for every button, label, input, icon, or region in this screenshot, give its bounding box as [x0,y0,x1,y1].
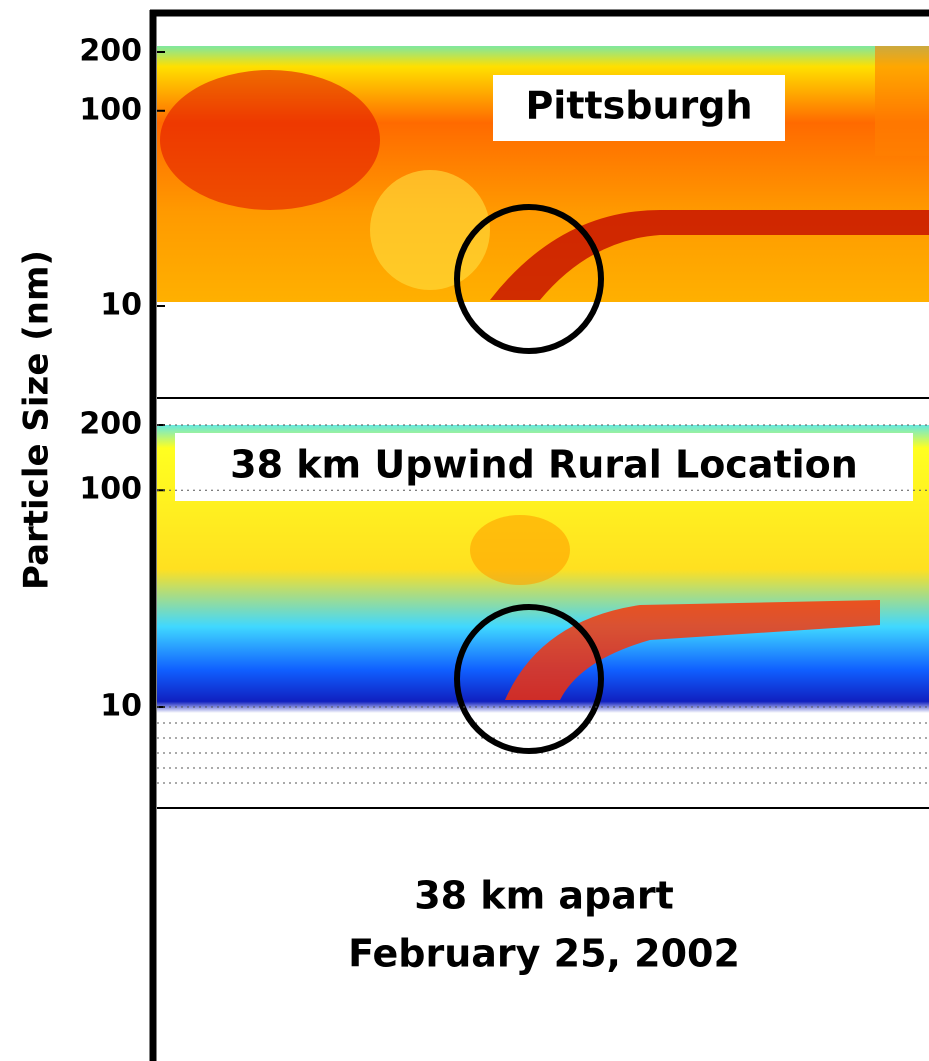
heatmap-blob [875,46,929,156]
grid [157,722,929,784]
heatmap-blob [370,170,490,290]
highlight-circle [454,204,604,354]
heatmap-blob [490,210,929,300]
y-tick-label: 100 [79,92,142,127]
label-box [493,75,785,141]
heatmap-blob [470,515,570,585]
y-tick-label: 10 [100,288,142,323]
y-tick-label: 200 [79,407,142,442]
y-tick-label: 200 [79,34,142,69]
panel-title: Pittsburgh [525,84,752,128]
y-tick-label: 100 [79,472,142,507]
y-axis-label: Particle Size (nm) [17,250,57,590]
heatmap-blob [160,70,380,210]
label-box [175,433,913,501]
panel-title: 38 km Upwind Rural Location [230,443,858,487]
y-tick-label: 10 [100,689,142,724]
caption: February 25, 2002 [348,932,740,976]
heatmap-blob [505,600,880,700]
highlight-circle [454,604,604,754]
caption: 38 km apart [414,874,674,918]
